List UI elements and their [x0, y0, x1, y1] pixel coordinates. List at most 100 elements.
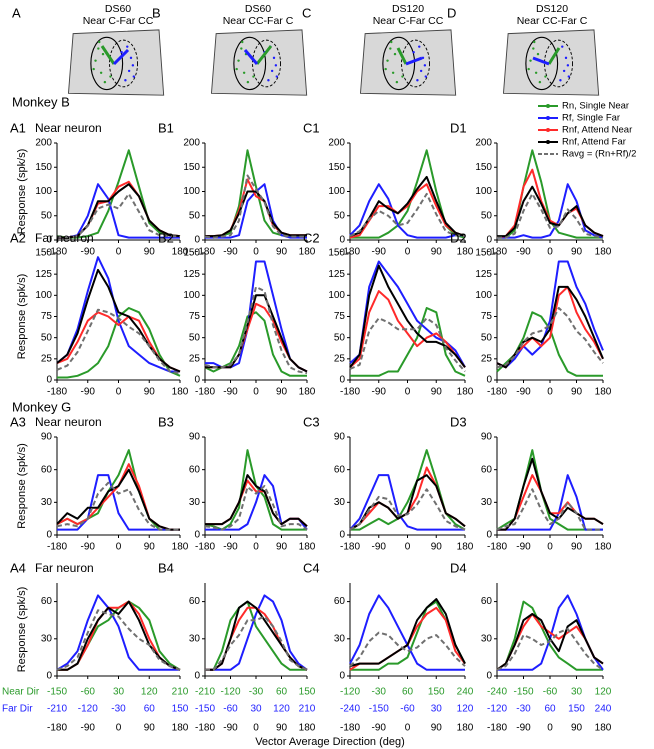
dir-tick-label: 150 — [172, 704, 189, 715]
y-tick-label: 125 — [475, 269, 492, 280]
y-tick-label: 75 — [481, 311, 493, 322]
y-tick-label: 150 — [183, 162, 200, 173]
y-tick-label: 30 — [481, 633, 493, 644]
y-tick-label: 50 — [41, 332, 53, 343]
series-line — [205, 600, 308, 671]
panel-label: C2 — [303, 230, 320, 245]
y-tick-label: 60 — [334, 596, 346, 607]
series-line — [349, 594, 465, 671]
y-tick-label: 0 — [46, 530, 52, 541]
x-tick-label: 90 — [571, 723, 583, 734]
x-tick-label: 180 — [299, 542, 316, 553]
dir-tick-label: -210 — [47, 704, 67, 715]
series-line — [205, 474, 308, 528]
series-line — [497, 457, 604, 531]
x-tick-label: -90 — [516, 542, 531, 553]
y-axis-label: Response (spk/s) — [16, 149, 28, 235]
y-tick-label: 30 — [334, 497, 346, 508]
x-tick-label: -180 — [195, 387, 215, 398]
x-tick-label: -90 — [372, 723, 387, 734]
y-axis-label: Response (spk/s) — [16, 274, 28, 360]
x-tick-label: -90 — [81, 387, 96, 398]
x-tick-label: -90 — [223, 247, 238, 258]
x-tick-label: 180 — [172, 247, 189, 258]
y-tick-label: 0 — [339, 530, 345, 541]
y-tick-label: 100 — [328, 186, 345, 197]
legend-marker — [546, 116, 550, 120]
x-tick-label: 180 — [595, 387, 612, 398]
x-tick-label: -180 — [487, 387, 507, 398]
x-tick-label: 180 — [595, 247, 612, 258]
y-tick-label: 0 — [194, 671, 200, 682]
dir-label: Far Dir — [2, 704, 33, 715]
x-tick-label: 180 — [299, 387, 316, 398]
y-tick-label: 30 — [481, 497, 493, 508]
y-axis-label: Response (spk/s) — [16, 443, 28, 529]
schematic-c — [359, 29, 457, 96]
x-tick-label: -180 — [47, 387, 67, 398]
series-line — [349, 183, 465, 239]
dir-tick-label: 240 — [595, 704, 612, 715]
series-line — [349, 192, 466, 238]
x-tick-label: 90 — [571, 387, 583, 398]
column-subtitle: Near CC-Far C — [517, 15, 588, 27]
dir-tick-label: -60 — [543, 687, 558, 698]
y-tick-label: 100 — [475, 186, 492, 197]
dir-tick-label: -30 — [372, 687, 387, 698]
legend-marker — [546, 140, 550, 144]
panel-label: D4 — [450, 560, 467, 575]
dir-tick-label: 120 — [141, 687, 158, 698]
legend-marker — [546, 128, 550, 132]
y-tick-label: 100 — [35, 186, 52, 197]
series-line — [204, 485, 308, 531]
y-tick-label: 0 — [486, 375, 492, 386]
series-line — [350, 449, 466, 531]
x-tick-label: 0 — [253, 723, 259, 734]
column-title: DS60 — [105, 3, 131, 15]
panel-label: B4 — [158, 560, 174, 575]
series-line — [497, 149, 603, 239]
y-tick-label: 100 — [328, 290, 345, 301]
column-letter: D — [447, 5, 456, 20]
dir-tick-label: 120 — [595, 687, 612, 698]
x-tick-label: 90 — [276, 542, 288, 553]
x-tick-label: 180 — [299, 247, 316, 258]
x-tick-label: -90 — [516, 247, 531, 258]
x-tick-label: -180 — [47, 542, 67, 553]
column-title: DS60 — [245, 3, 271, 15]
dir-tick-label: 240 — [457, 687, 474, 698]
y-tick-label: 150 — [328, 162, 345, 173]
x-tick-label: -180 — [195, 247, 215, 258]
series-line — [56, 308, 181, 375]
series-line — [349, 317, 466, 373]
dir-tick-label: 60 — [402, 687, 414, 698]
y-tick-label: 30 — [41, 497, 53, 508]
series-line — [204, 285, 308, 375]
schematic-a — [67, 29, 165, 96]
series-line — [349, 474, 465, 531]
y-tick-label: 125 — [328, 269, 345, 280]
panel-label: C3 — [303, 414, 320, 429]
panel-label: D1 — [450, 120, 467, 135]
series-line — [349, 488, 466, 531]
y-tick-label: 200 — [328, 138, 345, 149]
series-line — [57, 600, 181, 671]
column-letter: B — [152, 5, 161, 20]
series-line — [205, 600, 307, 671]
panel-label: D2 — [450, 230, 467, 245]
series-line — [205, 615, 308, 671]
y-tick-label: 150 — [35, 162, 52, 173]
series-line — [205, 190, 307, 238]
series-line — [497, 192, 604, 239]
x-tick-label: 90 — [571, 247, 583, 258]
y-tick-label: 30 — [189, 497, 201, 508]
dir-tick-label: -150 — [47, 687, 67, 698]
x-tick-label: 0 — [116, 542, 122, 553]
y-tick-label: 0 — [486, 235, 492, 246]
dir-tick-label: 120 — [273, 704, 290, 715]
x-tick-label: 0 — [547, 542, 553, 553]
panel-annotation: Near neuron — [35, 415, 102, 429]
y-tick-label: 125 — [183, 269, 200, 280]
dir-tick-label: -30 — [249, 687, 264, 698]
